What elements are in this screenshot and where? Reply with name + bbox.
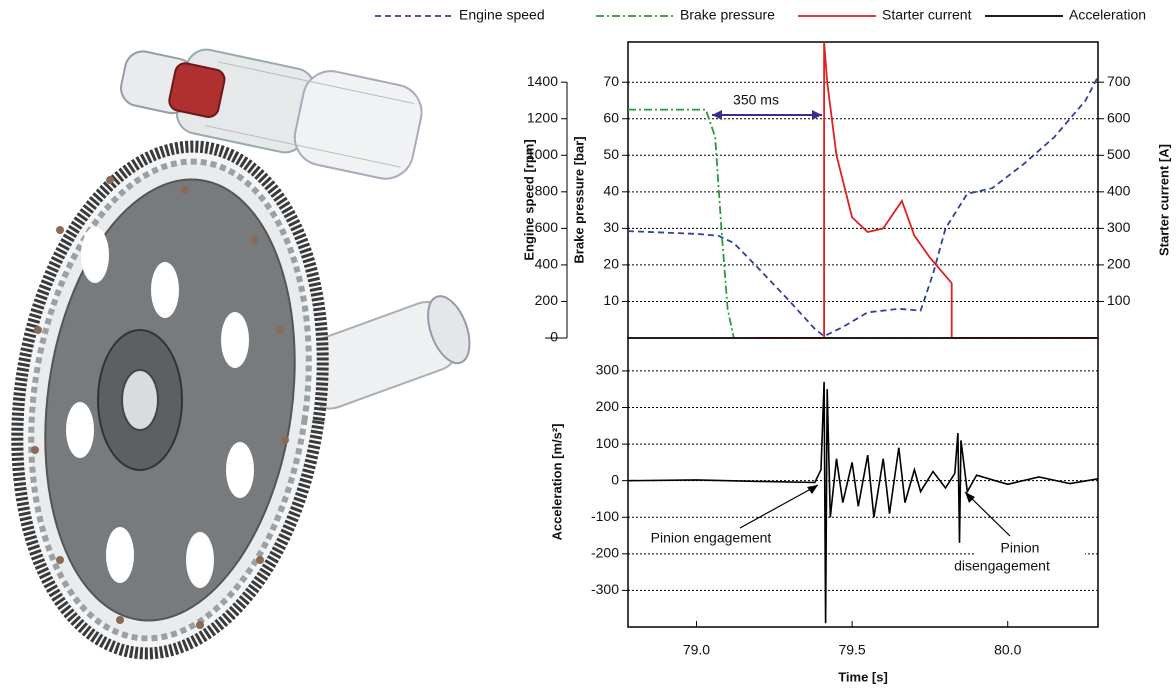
y2-axis-title: Brake pressure [bar] [571, 136, 586, 263]
annotation-background [975, 538, 1085, 574]
flywheel-illustration [11, 48, 471, 660]
plot-frame [627, 41, 1099, 339]
y-tick-label: 300 [596, 362, 620, 378]
y-tick-label: 1000 [527, 146, 558, 162]
y3-tick-label: 100 [1107, 292, 1131, 308]
annotation-background [728, 92, 784, 110]
y-tick-label: 0 [611, 471, 619, 487]
y-tick-label: 600 [535, 219, 559, 235]
annotation-arrowhead [807, 485, 818, 494]
series-line [755, 41, 1098, 339]
annotation: disengagement [954, 558, 1050, 574]
x-tick-label: 80.0 [994, 642, 1021, 658]
annotation-background [636, 530, 786, 548]
y-tick-label: 200 [596, 398, 620, 414]
y3-tick-label: 700 [1107, 73, 1131, 89]
y-tick-label: 0 [550, 329, 558, 345]
plot-frame [627, 337, 1099, 628]
y-axis-title: Engine speed [rpm] [521, 139, 536, 260]
y-tick-label: -300 [591, 581, 619, 597]
x-tick-label: 79.5 [838, 642, 865, 658]
series-line [628, 108, 1098, 339]
y2-tick-label: 20 [603, 256, 619, 272]
y-tick-label: 1200 [527, 109, 558, 125]
y-tick-label: 100 [596, 435, 620, 451]
annotation: 350 ms [733, 92, 779, 108]
y-tick-label: 400 [535, 256, 559, 272]
legend-label: Acceleration [1069, 7, 1146, 23]
y2-tick-label: 70 [603, 73, 619, 89]
y-tick-label: 200 [535, 292, 559, 308]
annotation-arrowhead [965, 492, 975, 503]
y2-tick-label: 10 [603, 292, 619, 308]
y-tick-label: 800 [535, 183, 559, 199]
y3-tick-label: 600 [1107, 109, 1131, 125]
x-tick-label: 79.0 [683, 642, 710, 658]
y3-tick-label: 200 [1107, 256, 1131, 272]
y2-tick-label: 40 [603, 183, 619, 199]
x-axis-title: Time [s] [838, 669, 888, 684]
y-tick-label: 1400 [527, 73, 558, 89]
annotation: Pinion engagement [651, 530, 772, 546]
legend-label: Engine speed [459, 7, 545, 23]
legend-label: Brake pressure [680, 7, 775, 23]
y2-tick-label: 60 [603, 109, 619, 125]
y-tick-label: -200 [591, 545, 619, 561]
y-tick-label: -100 [591, 508, 619, 524]
annotation-arrow [739, 484, 819, 529]
y2-tick-label: 50 [603, 146, 619, 162]
series-line [627, 76, 1099, 338]
series-line [627, 381, 1099, 624]
y3-axis-title: Starter current [A] [1156, 144, 1171, 256]
y-axis-title: Acceleration [m/s²] [549, 423, 564, 540]
y2-tick-label: 30 [603, 219, 619, 235]
y3-tick-label: 500 [1107, 146, 1131, 162]
legend: Engine speed Brake pressure Starter curren… [375, 7, 1146, 23]
legend-label: Starter current [882, 7, 972, 23]
annotation: Pinion [1001, 540, 1040, 556]
y3-tick-label: 300 [1107, 219, 1131, 235]
y3-tick-label: 400 [1107, 183, 1131, 199]
